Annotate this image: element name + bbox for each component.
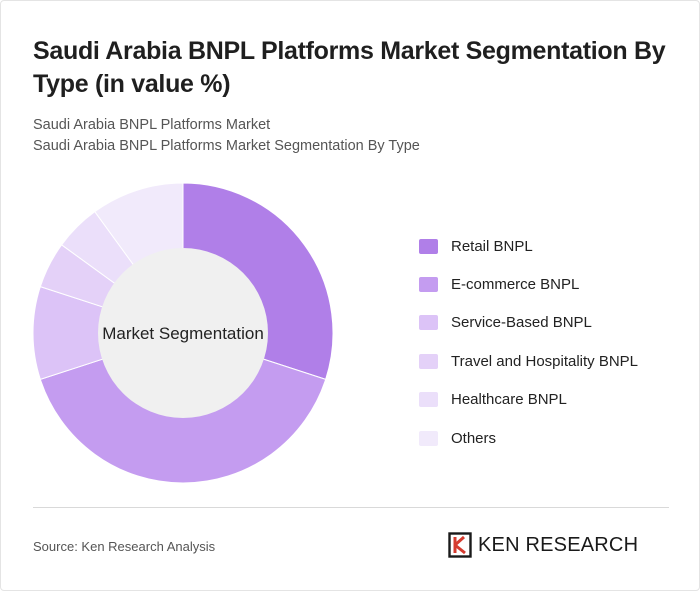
legend-label: Travel and Hospitality BNPL [451, 352, 639, 370]
legend-swatch [419, 430, 438, 446]
subtitle-line-1: Saudi Arabia BNPL Platforms Market [33, 117, 271, 133]
chart-title: Saudi Arabia BNPL Platforms Market Segme… [33, 37, 666, 98]
chart-subtitle: Saudi Arabia BNPL Platforms Market Saudi… [33, 115, 420, 157]
legend-label: Healthcare BNPL [451, 391, 567, 409]
donut-chart: Market Segmentation [32, 182, 334, 484]
ken-research-logo: KEN RESEARCH [448, 532, 638, 558]
ken-research-logo-icon [448, 532, 472, 558]
legend-item: Service-Based BNPL [419, 304, 689, 342]
legend-item: Others [419, 419, 689, 457]
legend-item: Healthcare BNPL [419, 381, 689, 419]
ken-research-logo-text: KEN RESEARCH [478, 533, 639, 556]
legend-swatch [419, 277, 438, 293]
footer-divider [33, 507, 669, 508]
legend-label: Others [451, 429, 497, 447]
legend-item: E-commerce BNPL [419, 265, 689, 303]
legend-label: Service-Based BNPL [451, 314, 592, 332]
source-note: Source: Ken Research Analysis [33, 539, 216, 554]
legend-swatch [419, 392, 438, 408]
subtitle-line-2: Saudi Arabia BNPL Platforms Market Segme… [33, 138, 420, 154]
donut-center-label: Market Segmentation [102, 324, 264, 343]
chart-legend: Retail BNPL E-commerce BNPL Service-Based … [419, 227, 689, 457]
legend-swatch [419, 315, 438, 331]
legend-swatch [419, 353, 438, 369]
legend-item: Retail BNPL [419, 227, 689, 265]
donut-center [98, 248, 268, 418]
legend-item: Travel and Hospitality BNPL [419, 342, 689, 380]
legend-swatch [419, 238, 438, 254]
legend-label: E-commerce BNPL [451, 276, 580, 294]
legend-label: Retail BNPL [451, 237, 533, 255]
